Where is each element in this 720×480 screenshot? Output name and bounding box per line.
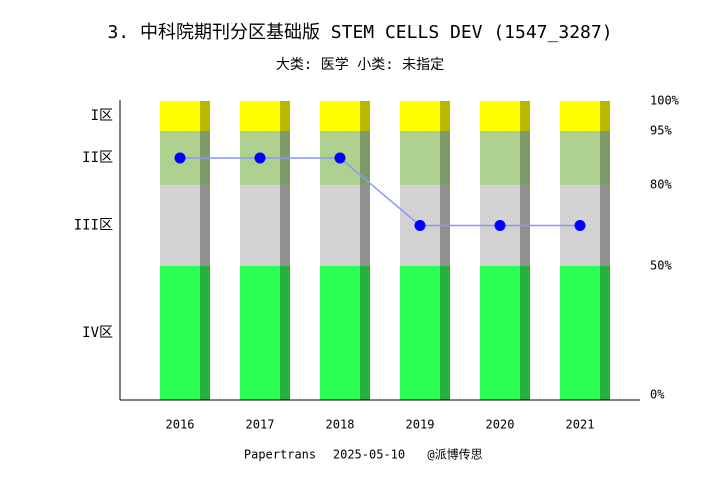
- bar-shade: [280, 266, 290, 400]
- bar-segment: [480, 101, 520, 131]
- x-tick-label: 2018: [326, 418, 355, 432]
- bar-segment: [400, 101, 440, 131]
- bar-shade: [520, 101, 530, 131]
- point: [334, 152, 346, 164]
- bar-segment: [160, 101, 200, 131]
- zone-label: III区: [74, 218, 113, 234]
- bar-shade: [360, 131, 370, 185]
- bar-shade: [440, 101, 450, 131]
- bar-shade: [520, 266, 530, 400]
- x-tick-label: 2017: [246, 418, 275, 432]
- y-tick-label: 95%: [650, 124, 672, 138]
- bar-segment: [240, 185, 280, 266]
- bar-shade: [200, 101, 210, 131]
- bar-shade: [600, 131, 610, 185]
- bar-shade: [440, 131, 450, 185]
- bar-segment: [560, 266, 600, 400]
- bar-shade: [520, 131, 530, 185]
- zone-label: IV区: [82, 325, 113, 341]
- chart-title: 3. 中科院期刊分区基础版 STEM CELLS DEV (1547_3287): [107, 22, 612, 43]
- point: [494, 220, 506, 231]
- x-tick-label: 2016: [166, 418, 195, 432]
- x-tick-label: 2019: [406, 418, 435, 432]
- bar-segment: [320, 266, 360, 400]
- y-tick-label: 50%: [650, 259, 672, 273]
- bar-segment: [400, 266, 440, 400]
- bar-segment: [240, 101, 280, 131]
- zone-label: II区: [82, 150, 113, 166]
- y-tick-label: 80%: [650, 178, 672, 192]
- point: [254, 152, 266, 164]
- bar-shade: [360, 266, 370, 400]
- bar-segment: [320, 101, 360, 131]
- y-tick-label: 100%: [650, 94, 680, 108]
- chart-subtitle: 大类: 医学 小类: 未指定: [276, 57, 444, 73]
- bar-shade: [200, 185, 210, 266]
- bar-shade: [600, 266, 610, 400]
- footer-text: @派博传思: [427, 447, 482, 462]
- point: [574, 220, 586, 231]
- bar-segment: [480, 266, 520, 400]
- footer-text: 2025-05-10: [333, 448, 405, 462]
- bar-segment: [160, 185, 200, 266]
- bar-shade: [200, 266, 210, 400]
- bar-shade: [440, 266, 450, 400]
- bar-segment: [560, 131, 600, 185]
- line: [180, 157, 580, 227]
- bar-segment: [400, 131, 440, 185]
- bar-segment: [240, 266, 280, 400]
- bar-segment: [320, 185, 360, 266]
- bar-shade: [600, 101, 610, 131]
- x-tick-label: 2020: [486, 418, 515, 432]
- footer-text: Papertrans: [244, 448, 316, 462]
- bar-segment: [160, 266, 200, 400]
- bar-shade: [280, 185, 290, 266]
- point: [174, 152, 186, 164]
- x-tick-label: 2021: [566, 418, 595, 432]
- bar-segment: [480, 131, 520, 185]
- point: [414, 220, 426, 231]
- bar-shade: [280, 101, 290, 131]
- bar-segment: [560, 101, 600, 131]
- bar-shade: [600, 185, 610, 266]
- bar-shade: [360, 185, 370, 266]
- y-tick-label: 0%: [650, 388, 665, 402]
- bar-shade: [360, 101, 370, 131]
- zone-label: I区: [91, 108, 113, 124]
